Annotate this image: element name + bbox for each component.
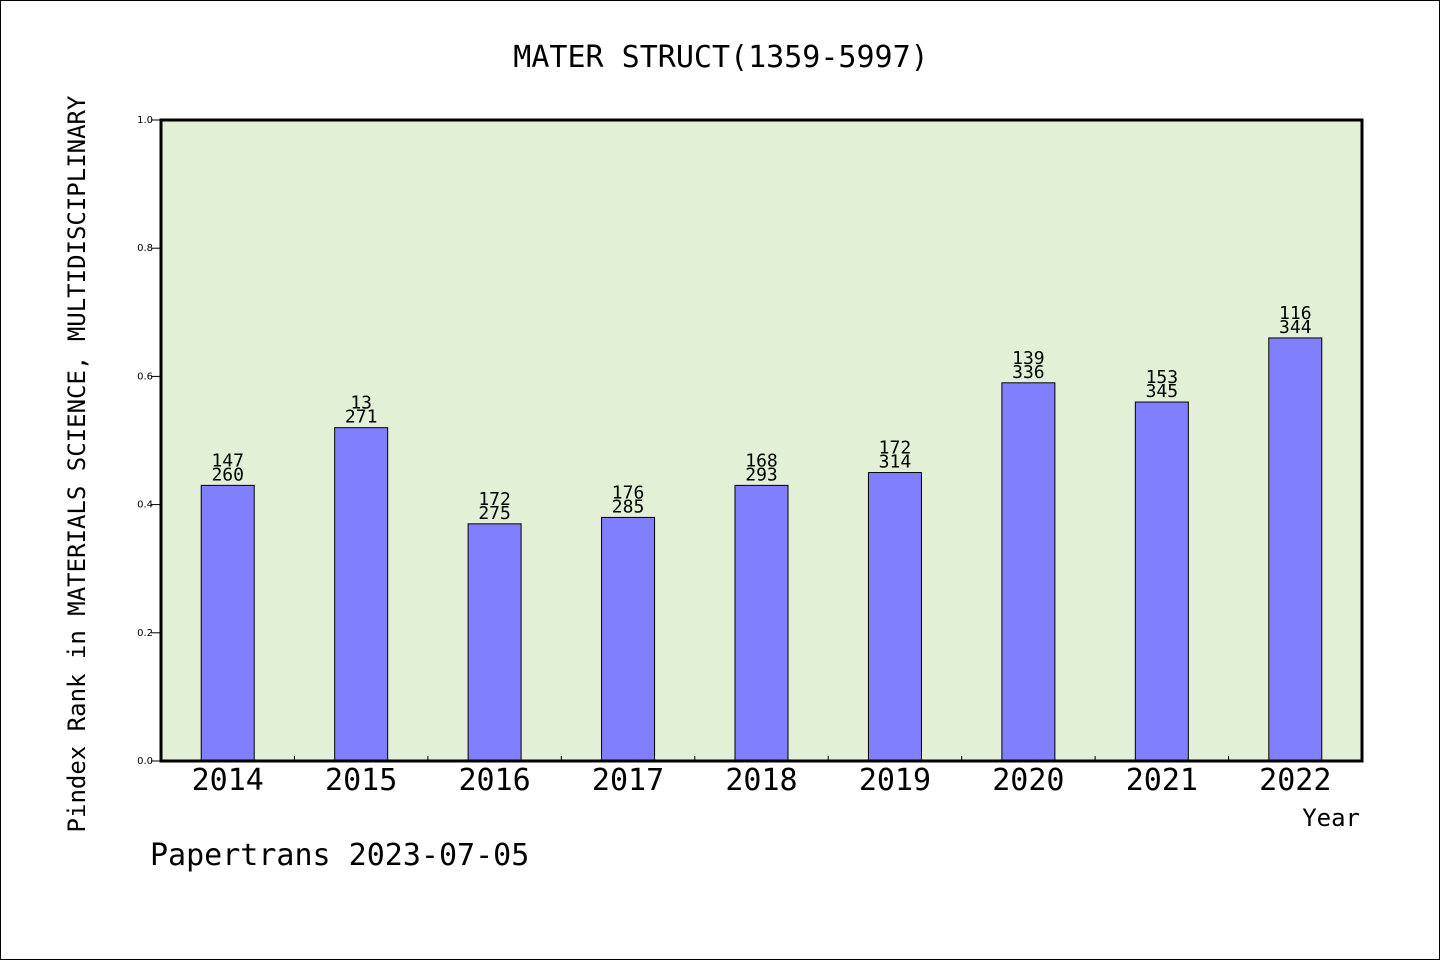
bar-total-label: 314 (879, 452, 912, 473)
bar-rank-label: 168 (745, 450, 778, 471)
x-tick-label: 2021 (1126, 763, 1198, 798)
bar-rank-label: 153 (1146, 367, 1179, 388)
bar-total-label: 293 (745, 464, 778, 485)
x-tick-label: 2022 (1259, 763, 1331, 798)
bar-rank-label: 172 (879, 438, 912, 459)
x-tick-label: 2014 (192, 763, 264, 798)
bar-total-label: 344 (1279, 317, 1312, 338)
y-tick-label: 0.8 (137, 243, 153, 254)
bar-total-label: 260 (211, 464, 244, 485)
bar-2022 (1268, 337, 1323, 762)
y-tick-label: 1.0 (137, 115, 153, 126)
bar-2017 (601, 516, 656, 762)
bar-rank-label: 139 (1012, 348, 1045, 369)
chart-title: MATER STRUCT(1359-5997) (513, 40, 928, 75)
x-tick-label: 2017 (592, 763, 664, 798)
x-tick-label: 2020 (992, 763, 1064, 798)
bar-total-label: 271 (345, 407, 378, 428)
y-tick-label: 0.0 (137, 756, 153, 767)
x-tick-label: 2015 (325, 763, 397, 798)
bar-rank-label: 147 (211, 450, 244, 471)
bar-2019 (867, 472, 922, 762)
y-tick-label: 0.6 (137, 371, 153, 382)
bar-total-label: 285 (612, 496, 645, 517)
y-axis-label: Pindex Rank in MATERIALS SCIENCE, MULTID… (63, 95, 91, 832)
bar-2015 (334, 427, 389, 762)
bar-rank-label: 13 (350, 393, 372, 414)
bar-2020 (1001, 382, 1056, 762)
x-axis-label: Year (1302, 804, 1360, 832)
bar-rank-label: 116 (1279, 303, 1312, 324)
plot-frame (159, 118, 1364, 763)
bar-rank-label: 176 (612, 482, 645, 503)
x-tick-label: 2016 (458, 763, 530, 798)
bar-2021 (1134, 401, 1189, 762)
bar-2016 (467, 523, 522, 762)
bar-2014 (200, 484, 255, 762)
bar-total-label: 345 (1146, 381, 1179, 402)
bar-2018 (734, 484, 789, 762)
x-tick-label: 2018 (725, 763, 797, 798)
bar-rank-label: 172 (478, 489, 511, 510)
footer-credit: Papertrans 2023-07-05 (150, 838, 529, 873)
bar-total-label: 275 (478, 503, 511, 524)
y-tick-label: 0.4 (137, 500, 153, 511)
x-tick-label: 2019 (859, 763, 931, 798)
y-tick-label: 0.2 (137, 628, 153, 639)
bar-total-label: 336 (1012, 362, 1045, 383)
